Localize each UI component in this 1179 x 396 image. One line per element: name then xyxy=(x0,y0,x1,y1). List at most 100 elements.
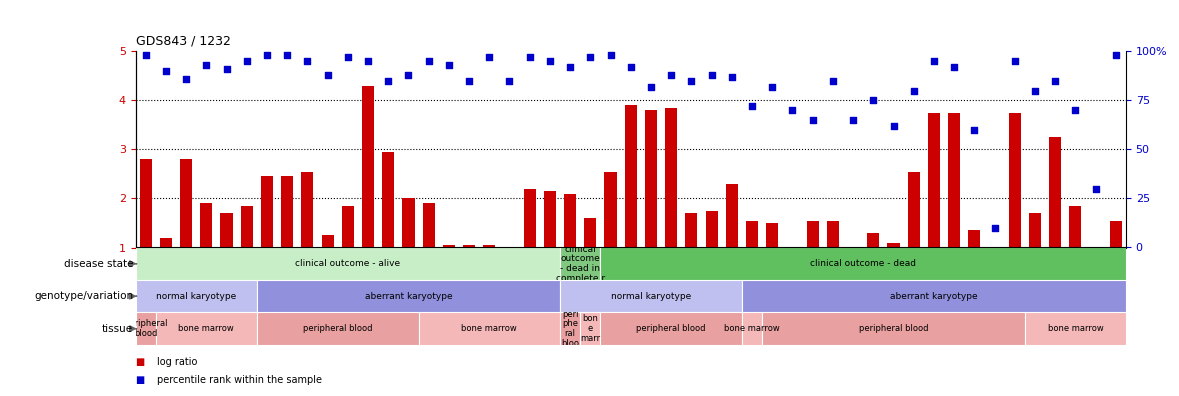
Text: disease state: disease state xyxy=(64,259,133,269)
Text: clinical
outcome
- dead in
complete r: clinical outcome - dead in complete r xyxy=(555,245,605,283)
Text: percentile rank within the sample: percentile rank within the sample xyxy=(157,375,322,385)
Bar xyxy=(665,108,677,248)
Point xyxy=(823,78,842,84)
Point xyxy=(986,225,1005,231)
Bar xyxy=(1089,248,1101,294)
Text: normal karyotype: normal karyotype xyxy=(611,292,691,301)
Bar xyxy=(762,312,1025,345)
Bar xyxy=(419,312,560,345)
Bar xyxy=(988,248,1001,294)
Bar xyxy=(786,248,798,294)
Bar xyxy=(156,312,257,345)
Bar xyxy=(908,171,920,248)
Bar xyxy=(585,218,597,248)
Point xyxy=(703,72,722,78)
Bar xyxy=(645,110,657,248)
Bar xyxy=(600,312,742,345)
Bar xyxy=(1009,113,1021,248)
Bar xyxy=(382,152,394,248)
Bar xyxy=(483,245,495,248)
Bar xyxy=(560,280,742,312)
Bar xyxy=(847,248,859,294)
Point xyxy=(540,58,559,65)
Text: tissue: tissue xyxy=(103,324,133,334)
Bar xyxy=(136,280,257,312)
Bar xyxy=(1049,137,1061,248)
Bar xyxy=(544,191,556,248)
Bar xyxy=(322,235,334,248)
Point xyxy=(460,78,479,84)
Bar xyxy=(443,245,455,248)
Text: bon
e
marr: bon e marr xyxy=(580,314,600,343)
Bar xyxy=(726,184,738,248)
Bar xyxy=(742,280,1126,312)
Point xyxy=(803,117,822,123)
Point xyxy=(641,84,660,90)
Bar xyxy=(302,171,314,248)
Point xyxy=(601,52,620,59)
Point xyxy=(1086,185,1105,192)
Bar xyxy=(888,243,900,248)
Text: aberrant karyotype: aberrant karyotype xyxy=(890,292,977,301)
Point xyxy=(257,52,276,59)
Point xyxy=(964,127,983,133)
Bar xyxy=(257,280,560,312)
Text: bone marrow: bone marrow xyxy=(461,324,518,333)
Bar xyxy=(928,113,940,248)
Point xyxy=(378,78,397,84)
Text: GDS843 / 1232: GDS843 / 1232 xyxy=(136,34,230,48)
Bar xyxy=(523,188,535,248)
Bar xyxy=(1025,312,1126,345)
Bar xyxy=(826,221,839,248)
Bar xyxy=(705,211,718,248)
Point xyxy=(844,117,863,123)
Point xyxy=(884,123,903,129)
Bar xyxy=(625,105,637,248)
Bar xyxy=(422,204,435,248)
Point xyxy=(338,54,357,61)
Point xyxy=(864,97,883,104)
Bar xyxy=(136,248,560,280)
Text: peripheral blood: peripheral blood xyxy=(637,324,706,333)
Bar xyxy=(564,194,577,248)
Bar xyxy=(160,238,172,248)
Bar xyxy=(463,245,475,248)
Bar xyxy=(600,248,1126,280)
Point xyxy=(137,52,156,59)
Point xyxy=(420,58,439,65)
Point xyxy=(157,68,176,74)
Text: bone marrow: bone marrow xyxy=(1047,324,1104,333)
Bar xyxy=(342,206,354,248)
Bar xyxy=(136,312,156,345)
Bar xyxy=(1029,213,1041,248)
Point xyxy=(783,107,802,113)
Text: peripheral blood: peripheral blood xyxy=(303,324,373,333)
Bar xyxy=(580,312,600,345)
Point xyxy=(924,58,943,65)
Point xyxy=(480,54,499,61)
Point xyxy=(681,78,700,84)
Point xyxy=(743,103,762,110)
Point xyxy=(217,66,236,72)
Bar xyxy=(257,312,419,345)
Point xyxy=(1006,58,1025,65)
Point xyxy=(520,54,539,61)
Bar xyxy=(362,86,374,248)
Text: ■: ■ xyxy=(136,357,147,367)
Point xyxy=(399,72,417,78)
Bar xyxy=(180,159,192,248)
Bar xyxy=(685,213,698,248)
Point xyxy=(177,76,196,82)
Point xyxy=(197,62,216,69)
Bar xyxy=(806,221,818,248)
Bar xyxy=(742,312,762,345)
Point xyxy=(763,84,782,90)
Point xyxy=(1106,52,1125,59)
Bar xyxy=(281,177,294,248)
Bar xyxy=(1109,221,1122,248)
Bar xyxy=(766,223,778,248)
Bar xyxy=(968,230,981,248)
Text: normal karyotype: normal karyotype xyxy=(156,292,236,301)
Text: peri
phe
ral
bloo: peri phe ral bloo xyxy=(561,310,579,348)
Bar xyxy=(1069,206,1081,248)
